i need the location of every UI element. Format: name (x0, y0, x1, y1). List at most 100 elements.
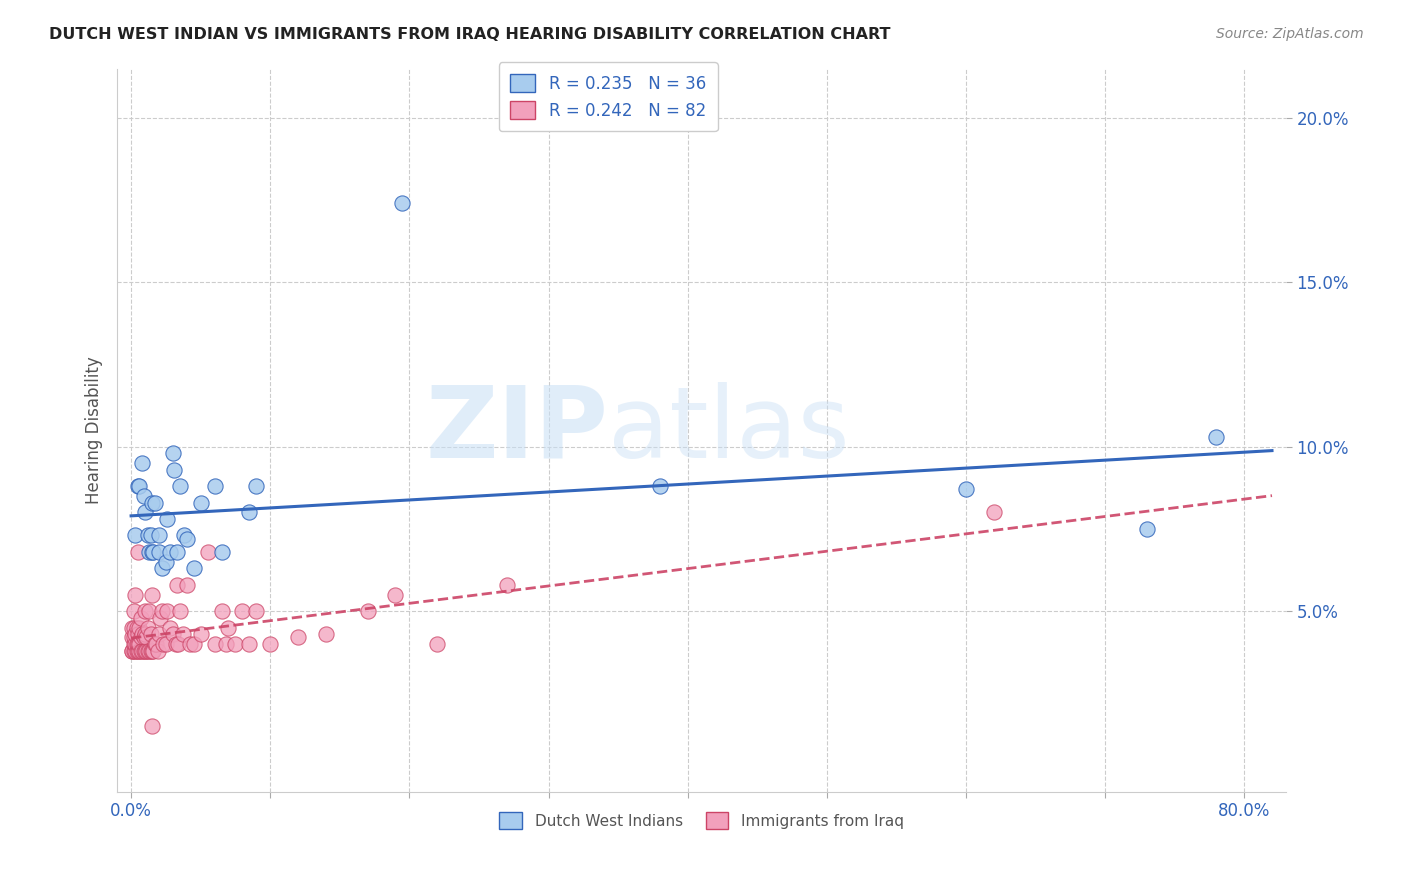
Point (134, 505, 156, 519)
Point (141, 545, 163, 559)
Point (150, 561, 173, 575)
Point (125, 643, 148, 657)
Point (211, 604, 233, 618)
Point (218, 621, 240, 635)
Point (132, 489, 155, 503)
Point (121, 621, 143, 635)
Point (155, 637, 177, 651)
Point (190, 627, 212, 641)
Point (356, 604, 378, 618)
Point (648, 479, 671, 493)
Point (146, 643, 169, 657)
Point (124, 643, 146, 657)
Point (127, 643, 149, 657)
Point (245, 479, 267, 493)
Point (142, 643, 165, 657)
Point (124, 588, 146, 602)
Point (124, 528, 146, 542)
Point (391, 196, 413, 211)
Point (259, 637, 281, 651)
Point (138, 604, 160, 618)
Point (124, 637, 146, 651)
Y-axis label: Hearing Disability: Hearing Disability (86, 357, 103, 504)
Point (172, 627, 194, 641)
Point (124, 627, 146, 641)
Point (231, 604, 253, 618)
Point (245, 604, 267, 618)
Point (135, 643, 157, 657)
Point (129, 643, 152, 657)
Point (125, 637, 148, 651)
Point (139, 627, 162, 641)
Point (215, 637, 238, 651)
Point (141, 719, 163, 733)
Point (426, 637, 449, 651)
Point (197, 545, 219, 559)
Point (238, 505, 260, 519)
Point (142, 545, 165, 559)
Point (121, 631, 143, 645)
Point (169, 604, 191, 618)
Point (495, 578, 517, 592)
Point (150, 604, 173, 618)
Point (190, 495, 212, 509)
Point (155, 555, 177, 569)
Point (122, 637, 145, 651)
Legend: Dutch West Indians, Immigrants from Iraq: Dutch West Indians, Immigrants from Iraq (494, 806, 910, 835)
Point (122, 643, 145, 657)
Point (162, 446, 184, 460)
Point (127, 479, 149, 493)
Point (211, 545, 233, 559)
Text: DUTCH WEST INDIAN VS IMMIGRANTS FROM IRAQ HEARING DISABILITY CORRELATION CHART: DUTCH WEST INDIAN VS IMMIGRANTS FROM IRA… (49, 27, 891, 42)
Point (128, 637, 150, 651)
Point (131, 456, 153, 470)
Point (138, 643, 160, 657)
Point (128, 479, 150, 493)
Point (136, 528, 159, 542)
Point (148, 627, 170, 641)
Point (132, 631, 155, 645)
Point (183, 561, 205, 575)
Point (148, 545, 170, 559)
Point (176, 532, 198, 546)
Point (128, 643, 150, 657)
Point (159, 621, 181, 635)
Point (125, 621, 148, 635)
Point (287, 631, 309, 645)
Point (166, 545, 188, 559)
Point (156, 604, 179, 618)
Point (127, 637, 149, 651)
Text: atlas: atlas (607, 382, 849, 479)
Point (955, 483, 977, 497)
Point (224, 637, 246, 651)
Point (315, 627, 337, 641)
Point (238, 637, 260, 651)
Point (122, 631, 145, 645)
Point (204, 479, 226, 493)
Point (141, 495, 163, 509)
Point (204, 637, 226, 651)
Point (136, 643, 159, 657)
Point (148, 528, 170, 542)
Point (167, 637, 190, 651)
Point (127, 627, 149, 641)
Point (129, 610, 152, 624)
Point (152, 637, 174, 651)
Point (135, 631, 157, 645)
Point (121, 643, 143, 657)
Point (1205, 430, 1227, 444)
Point (138, 545, 160, 559)
Point (139, 528, 162, 542)
Point (141, 588, 163, 602)
Point (121, 643, 143, 657)
Point (141, 643, 163, 657)
Point (166, 578, 188, 592)
Point (162, 627, 184, 641)
Point (145, 637, 167, 651)
Point (165, 637, 187, 651)
Point (131, 627, 153, 641)
Point (384, 588, 406, 602)
Text: Source: ZipAtlas.com: Source: ZipAtlas.com (1216, 27, 1364, 41)
Point (179, 637, 201, 651)
Point (1136, 522, 1159, 536)
